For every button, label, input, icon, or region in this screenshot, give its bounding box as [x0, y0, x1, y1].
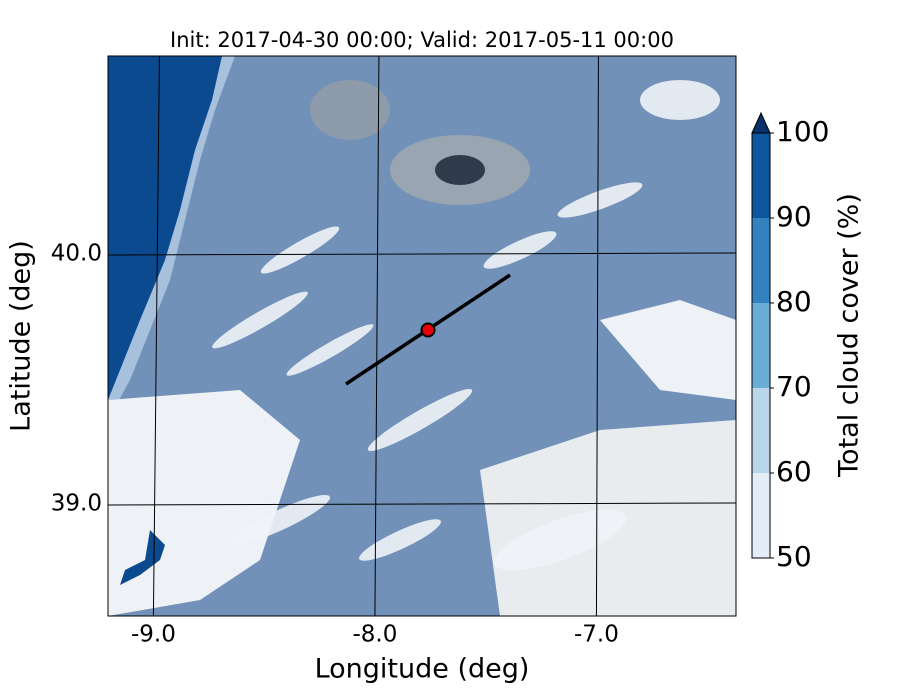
grid-line [152, 56, 160, 616]
x-tick-label: -9.0 [131, 622, 176, 648]
clear-area [600, 300, 736, 400]
plot-frame [107, 55, 737, 617]
colorbar-extend [751, 111, 771, 134]
colorbar-tick-label: 100 [776, 115, 829, 148]
colorbar-segment [752, 473, 770, 558]
chart-title: Init: 2017-04-30 00:00; Valid: 2017-05-1… [170, 28, 674, 52]
colorbar-tick-label: 90 [776, 200, 812, 233]
site-marker [420, 322, 436, 338]
colorbar-segment [752, 303, 770, 388]
colorbar-segment [752, 388, 770, 473]
colorbar-label: Total cloud cover (%) [834, 193, 865, 478]
grid-line [108, 252, 736, 256]
x-axis-label: Longitude (deg) [315, 654, 530, 685]
colorbar-tick-label: 50 [776, 540, 812, 573]
x-tick-label: -7.0 [574, 622, 619, 648]
colorbar-tick-label: 70 [776, 370, 812, 403]
y-tick-label: 40.0 [51, 241, 102, 267]
overcast-area [108, 56, 222, 400]
y-axis-label: Latitude (deg) [6, 240, 37, 432]
grid-line [595, 56, 599, 616]
colorbar-tick-label: 60 [776, 455, 812, 488]
colorbar-tick-label: 80 [776, 285, 812, 318]
clear-streaks [212, 80, 720, 571]
map-field [108, 56, 736, 616]
terrain-shade [435, 155, 485, 185]
grid [108, 56, 736, 616]
colorbar-segment [752, 218, 770, 303]
y-tick-label: 39.0 [51, 491, 102, 517]
grid-line [374, 56, 380, 616]
grid-line [108, 502, 736, 506]
colorbar-frame [751, 132, 771, 559]
terrain-shade [310, 80, 390, 140]
x-tick-label: -8.0 [352, 622, 397, 648]
colorbar-segment [752, 133, 770, 218]
